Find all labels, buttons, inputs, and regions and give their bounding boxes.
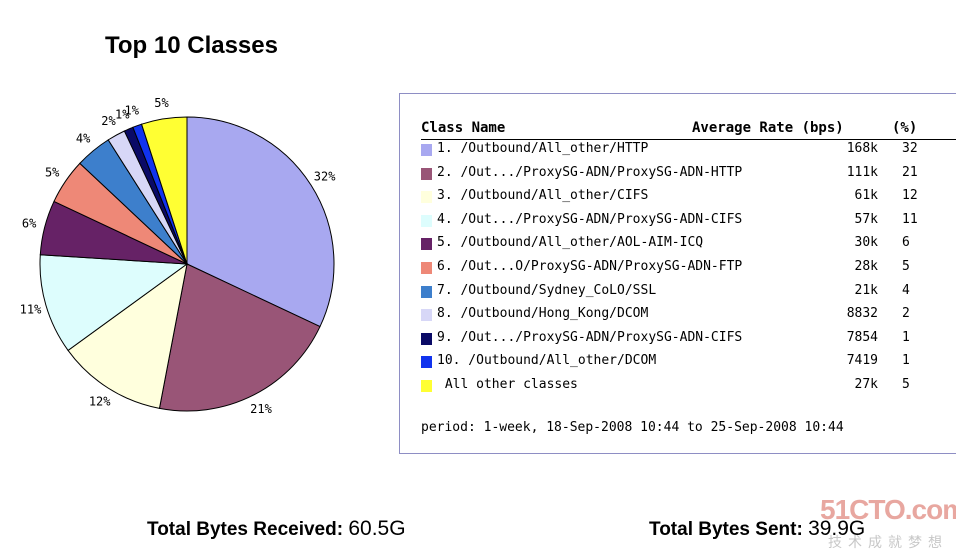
pie-slice <box>67 262 188 409</box>
legend-swatch <box>421 379 432 392</box>
legend-swatch <box>421 144 432 156</box>
legend-percent: 6 <box>902 235 910 251</box>
legend-average-rate: 168k <box>846 141 878 156</box>
legend-row: 10. /Outbound/All_other/DCOM 7419 1 <box>421 352 956 376</box>
legend-class-name: All other classes <box>437 376 578 392</box>
legend-class-name: 10. /Outbound/All_other/DCOM <box>437 353 657 369</box>
legend-percent: 1 <box>902 329 910 345</box>
header-class-name: Class Name <box>421 120 506 136</box>
legend-swatch <box>421 285 432 298</box>
pie-slice <box>158 263 321 412</box>
legend-header: Class Name Average Rate (bps) (%) <box>421 119 956 140</box>
legend-percent: 1 <box>902 353 910 369</box>
legend-average-rate: 28k <box>854 258 878 274</box>
legend-class-name: 1. /Outbound/All_other/HTTP <box>437 141 649 156</box>
pie-chart: 32%21%12%11%6%5%4%2% 1%1%5% <box>20 96 337 416</box>
header-percent: (%) <box>892 120 918 136</box>
watermark-tagline: 技术成就梦想 <box>828 534 948 550</box>
watermark-brand: 51CTO.com <box>820 494 956 525</box>
slice-label: 11% <box>20 302 42 316</box>
slice-label: 6% <box>22 216 37 230</box>
legend-swatch <box>421 356 432 369</box>
legend-row: 4. /Out.../ProxySG-ADN/ProxySG-ADN-CIFS 5… <box>421 211 956 235</box>
legend-class-name: 2. /Out.../ProxySG-ADN/ProxySG-ADN-HTTP <box>437 164 743 180</box>
legend-average-rate: 21k <box>854 282 878 298</box>
pie-slice <box>39 254 189 352</box>
slice-label: 1% <box>115 107 130 121</box>
legend-average-rate: 57k <box>854 211 878 227</box>
legend-row: 7. /Outbound/Sydney_CoLO/SSL 21k 4 <box>421 282 956 306</box>
legend-class-name: 9. /Out.../ProxySG-ADN/ProxySG-ADN-CIFS <box>437 329 743 345</box>
pie-slice <box>186 116 335 328</box>
legend-percent: 11 <box>902 211 918 227</box>
total-sent: Total Bytes Sent: 39.9G <box>649 517 865 541</box>
pie-slice <box>140 116 188 265</box>
slice-label: 1% <box>125 104 140 118</box>
slice-label: 5% <box>45 165 60 179</box>
legend-average-rate: 7854 <box>846 329 878 345</box>
total-received-label: Total Bytes Received: <box>147 519 344 540</box>
legend-class-name: 8. /Outbound/Hong_Kong/DCOM <box>437 306 649 322</box>
legend-row: All other classes 27k 5 <box>421 376 956 400</box>
legend-percent: 2 <box>902 306 910 322</box>
legend-class-name: 5. /Outbound/All_other/AOL-AIM-ICQ <box>437 235 704 251</box>
legend-swatch <box>421 309 432 322</box>
legend-row: 5. /Outbound/All_other/AOL-AIM-ICQ 30k 6 <box>421 234 956 258</box>
legend-swatch <box>421 238 432 251</box>
slice-label: 12% <box>89 395 111 409</box>
legend-average-rate: 27k <box>854 376 878 392</box>
slice-label: 32% <box>314 170 336 184</box>
legend-class-name: 4. /Out.../ProxySG-ADN/ProxySG-ADN-CIFS <box>437 211 743 227</box>
slice-label: 2% <box>101 114 116 128</box>
slice-label: 21% <box>250 402 272 416</box>
legend-rows: 1. /Outbound/All_other/HTTP 168k 32 2. /Out… <box>421 140 956 400</box>
total-received: Total Bytes Received: 60.5G <box>147 517 406 541</box>
legend-row: 2. /Out.../ProxySG-ADN/ProxySG-ADN-HTTP 1… <box>421 164 956 188</box>
legend-average-rate: 111k <box>846 164 878 180</box>
legend-percent: 4 <box>902 282 910 298</box>
legend-percent: 32 <box>902 141 918 156</box>
legend-average-rate: 30k <box>854 235 878 251</box>
chart-title: Top 10 Classes <box>105 32 278 59</box>
legend-row: 6. /Out...O/ProxySG-ADN/ProxySG-ADN-FTP 2… <box>421 258 956 282</box>
legend-average-rate: 61k <box>854 188 878 204</box>
legend-row: 3. /Outbound/All_other/CIFS 61k 12 <box>421 187 956 211</box>
legend-percent: 12 <box>902 188 918 204</box>
total-sent-label: Total Bytes Sent: <box>649 519 803 540</box>
period-text: period: 1-week, 18-Sep-2008 10:44 to 25-… <box>421 420 844 435</box>
legend-swatch <box>421 167 432 180</box>
legend-percent: 21 <box>902 164 918 180</box>
legend-class-name: 7. /Outbound/Sydney_CoLO/SSL <box>437 282 657 298</box>
legend-row: 1. /Outbound/All_other/HTTP 168k 32 <box>421 140 956 164</box>
legend-swatch <box>421 191 432 204</box>
legend-swatch <box>421 332 432 345</box>
legend-percent: 5 <box>902 258 910 274</box>
total-received-value: 60.5G <box>348 517 406 540</box>
slice-label: 4% <box>76 131 91 145</box>
legend-average-rate: 7419 <box>846 353 878 369</box>
legend-average-rate: 8832 <box>846 306 878 322</box>
legend-swatch <box>421 214 432 227</box>
slice-label: 5% <box>154 96 169 110</box>
legend-class-name: 3. /Outbound/All_other/CIFS <box>437 188 649 204</box>
watermark: 51CTO.com 技术成就梦想 <box>820 494 956 550</box>
legend-swatch <box>421 261 432 274</box>
legend-percent: 5 <box>902 376 910 392</box>
legend-row: 8. /Outbound/Hong_Kong/DCOM 8832 2 <box>421 305 956 329</box>
legend-panel: Class Name Average Rate (bps) (%) 1. /Ou… <box>399 93 956 454</box>
total-sent-value: 39.9G <box>808 517 866 540</box>
header-average-rate: Average Rate (bps) <box>692 120 844 136</box>
legend-row: 9. /Out.../ProxySG-ADN/ProxySG-ADN-CIFS 7… <box>421 329 956 353</box>
legend-class-name: 6. /Out...O/ProxySG-ADN/ProxySG-ADN-FTP <box>437 258 743 274</box>
